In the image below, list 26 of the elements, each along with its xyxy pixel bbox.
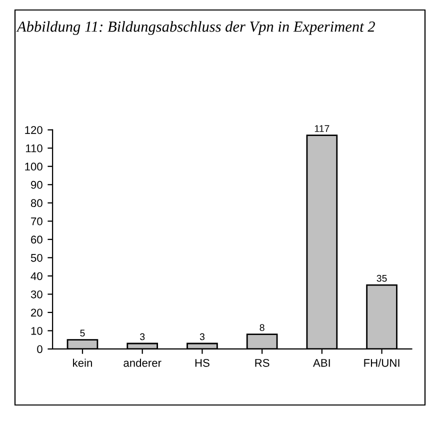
x-tick-label: HS: [195, 358, 210, 367]
y-tick-label: 0: [37, 345, 42, 354]
data-label: 117: [314, 125, 330, 132]
x-tick-label: anderer: [124, 358, 162, 367]
y-tick-label: 50: [30, 254, 42, 262]
chart-title: Abbildung 11: Bildungsabschluss der Vpn in Experiment 2: [16, 21, 375, 35]
y-tick-label: 110: [26, 144, 42, 152]
x-tick-label: RS: [255, 358, 270, 367]
data-label: 5: [80, 330, 85, 337]
x-tick-label: FH/UNI: [364, 358, 400, 367]
y-tick-label: 60: [31, 236, 42, 244]
y-tick-label: 40: [30, 272, 42, 280]
y-tick-label: 20: [31, 308, 42, 317]
y-tick-label: 120: [25, 126, 42, 134]
data-label: 3: [140, 333, 145, 340]
y-tick-label: 70: [31, 217, 42, 226]
x-tick-label: ABI: [313, 359, 330, 367]
x-tick-label: kein: [73, 358, 92, 367]
y-tick-label: 10: [31, 326, 42, 335]
data-label: 8: [260, 324, 264, 332]
data-label: 35: [376, 274, 387, 282]
y-tick-label: 100: [25, 162, 42, 171]
y-tick-label: 30: [30, 290, 42, 298]
data-label: 3: [200, 333, 204, 340]
y-tick-label: 80: [30, 199, 42, 208]
y-tick-label: 90: [31, 180, 42, 189]
